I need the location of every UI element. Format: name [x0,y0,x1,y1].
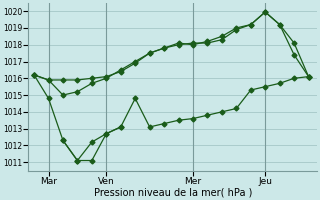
X-axis label: Pression niveau de la mer( hPa ): Pression niveau de la mer( hPa ) [93,187,252,197]
